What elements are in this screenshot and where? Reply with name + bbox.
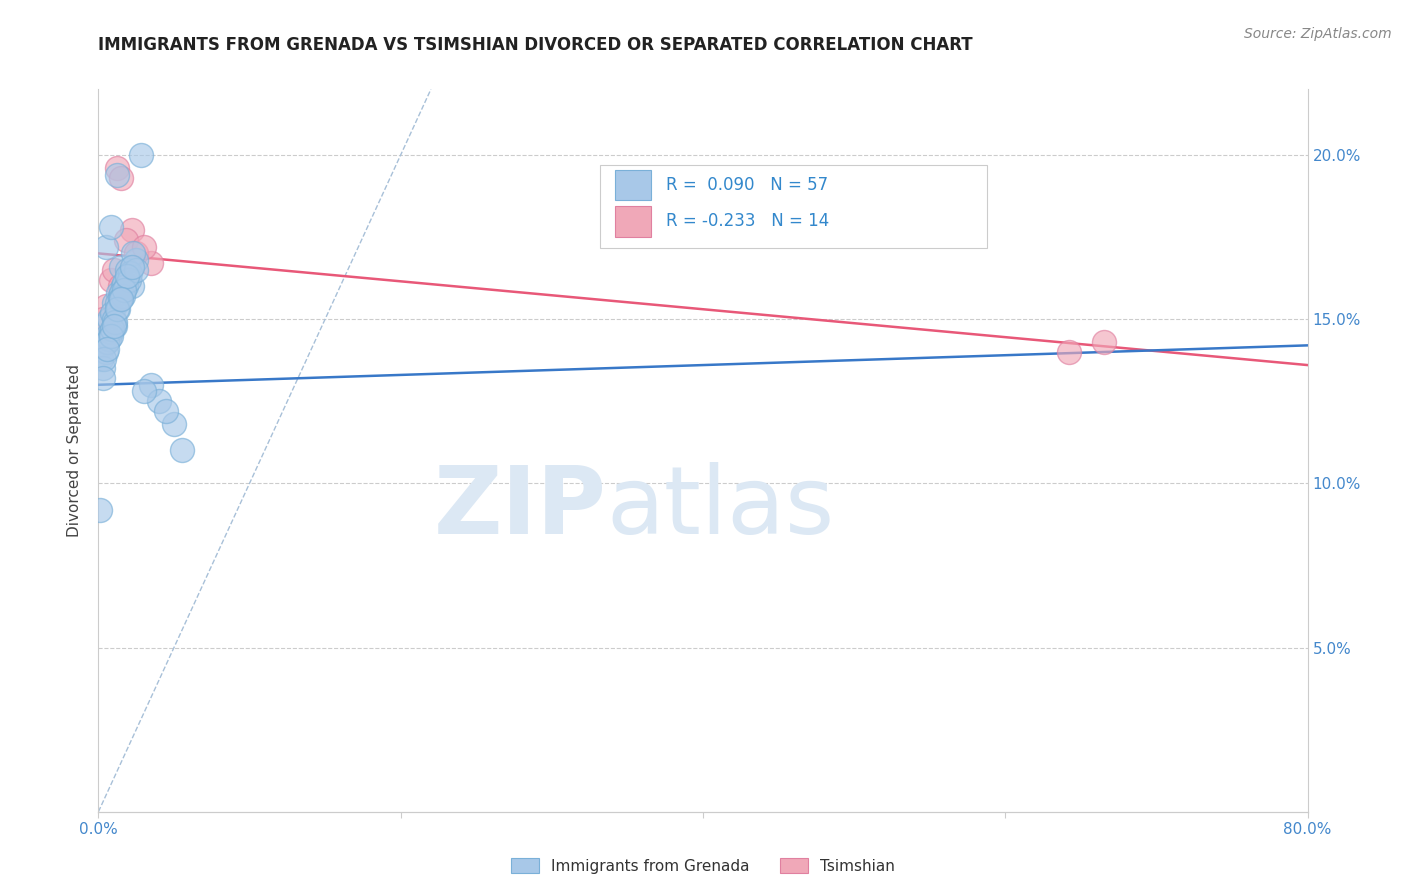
Point [105, 302, 128, 317]
Point [114, 279, 136, 293]
Point [100, 328, 122, 343]
Point [94, 345, 117, 359]
Point [94, 299, 117, 313]
Point [96, 334, 118, 349]
Point [90, 351, 112, 366]
Point [98, 332, 121, 346]
Point [163, 417, 186, 432]
Point [122, 246, 145, 260]
Point [121, 260, 143, 274]
Point [141, 377, 163, 392]
Point [103, 312, 125, 326]
FancyBboxPatch shape [614, 170, 651, 201]
Point [1092, 334, 1115, 349]
Point [104, 318, 127, 333]
Text: atlas: atlas [606, 462, 835, 554]
Point [93, 338, 115, 352]
Point [132, 384, 155, 399]
FancyBboxPatch shape [614, 206, 651, 236]
Point [132, 240, 155, 254]
Point [114, 273, 136, 287]
Point [110, 285, 132, 300]
Point [111, 289, 134, 303]
Text: IMMIGRANTS FROM GRENADA VS TSIMSHIAN DIVORCED OR SEPARATED CORRELATION CHART: IMMIGRANTS FROM GRENADA VS TSIMSHIAN DIV… [98, 36, 973, 54]
Point [94, 240, 117, 254]
Point [105, 295, 128, 310]
Point [125, 262, 148, 277]
Point [110, 260, 132, 274]
Point [112, 283, 135, 297]
Point [1057, 345, 1080, 359]
Text: R =  0.090   N = 57: R = 0.090 N = 57 [665, 177, 828, 194]
Point [100, 325, 122, 339]
Point [103, 295, 125, 310]
Point [91, 361, 114, 376]
Point [91, 318, 114, 333]
Point [100, 220, 122, 235]
Point [148, 394, 170, 409]
Text: Source: ZipAtlas.com: Source: ZipAtlas.com [1244, 27, 1392, 41]
Point [101, 322, 124, 336]
Point [93, 351, 115, 366]
Point [107, 285, 129, 300]
Point [108, 289, 131, 303]
Point [111, 279, 134, 293]
Point [125, 246, 148, 260]
Point [96, 342, 118, 356]
Text: ZIP: ZIP [433, 462, 606, 554]
Point [115, 269, 138, 284]
Point [120, 266, 142, 280]
Point [110, 170, 132, 185]
Point [112, 276, 135, 290]
Point [96, 328, 118, 343]
Point [118, 269, 141, 284]
Point [125, 252, 148, 267]
Point [104, 315, 127, 329]
Point [155, 404, 177, 418]
Point [129, 148, 152, 162]
Point [121, 279, 143, 293]
Point [107, 302, 129, 317]
Point [115, 262, 138, 277]
Point [141, 256, 163, 270]
Point [105, 168, 128, 182]
Point [91, 312, 114, 326]
Point [114, 233, 136, 247]
Point [103, 318, 125, 333]
Legend: Immigrants from Grenada, Tsimshian: Immigrants from Grenada, Tsimshian [505, 852, 901, 880]
Y-axis label: Divorced or Separated: Divorced or Separated [67, 364, 83, 537]
Point [108, 279, 131, 293]
Point [121, 223, 143, 237]
Text: R = -0.233   N = 14: R = -0.233 N = 14 [665, 212, 828, 230]
Point [91, 371, 114, 385]
Point [98, 312, 121, 326]
Point [170, 443, 193, 458]
Point [108, 293, 131, 307]
Point [118, 273, 141, 287]
Point [100, 273, 122, 287]
Point [103, 262, 125, 277]
FancyBboxPatch shape [600, 165, 987, 248]
Point [110, 293, 132, 307]
Point [105, 161, 128, 175]
Point [89, 502, 111, 516]
Point [101, 305, 124, 319]
